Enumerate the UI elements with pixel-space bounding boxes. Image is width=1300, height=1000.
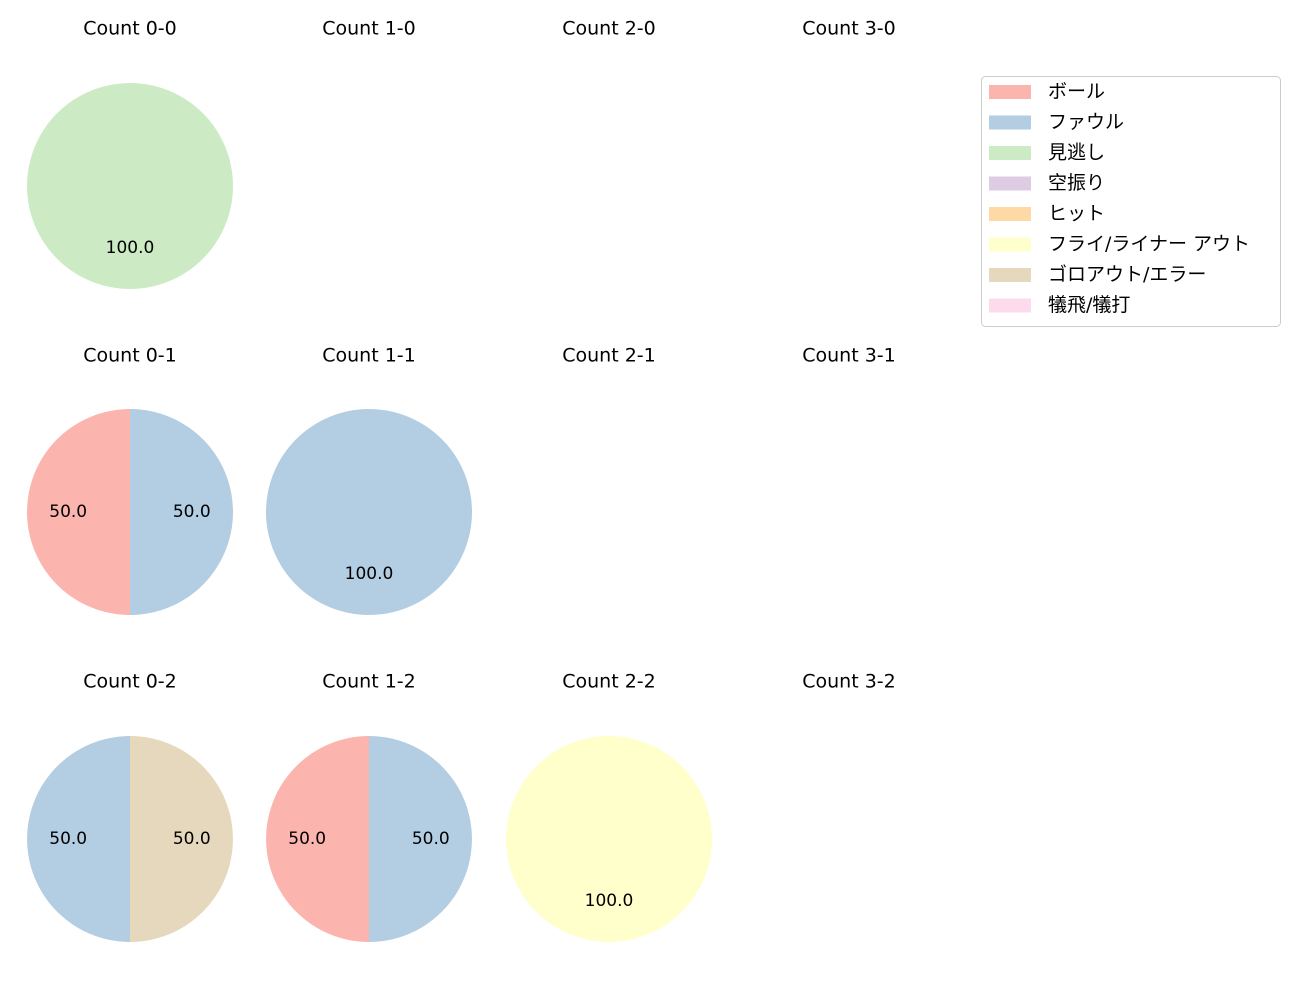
slice-label: 100.0 (345, 564, 394, 584)
legend-swatch (989, 298, 1031, 313)
pie-slice (130, 736, 233, 942)
legend-label: 空振り (1048, 172, 1105, 194)
pie-panel: Count 2-2 100.0 (506, 671, 712, 942)
legend-swatch (989, 176, 1031, 191)
legend-label: 犠飛/犠打 (1048, 294, 1130, 316)
panel-title: Count 3-2 (802, 671, 896, 693)
pie-slice (266, 736, 369, 942)
pie-panel: Count 0-1 50.0 50.0 (27, 345, 233, 615)
slice-label: 50.0 (412, 829, 450, 849)
legend-label: フライ/ライナー アウト (1048, 233, 1250, 255)
panel-title: Count 0-2 (83, 671, 177, 693)
legend-swatch (989, 85, 1031, 99)
legend-swatch (989, 115, 1031, 130)
pie-panel: Count 0-0 100.0 (27, 18, 233, 289)
slice-label: 50.0 (288, 829, 326, 849)
slice-label: 50.0 (49, 502, 87, 522)
pie-slice (506, 736, 712, 942)
panel-title: Count 1-0 (322, 18, 416, 40)
pie-panel: Count 1-0 (322, 18, 416, 40)
pie-panel: Count 3-2 (802, 671, 896, 693)
legend-swatch (989, 146, 1031, 160)
legend-swatch (989, 237, 1031, 252)
legend-swatch (989, 268, 1031, 282)
legend-frame (981, 76, 1281, 327)
legend-swatch (989, 207, 1031, 221)
slice-label: 50.0 (49, 829, 87, 849)
pie-panel: Count 0-2 50.0 50.0 (27, 671, 233, 942)
panel-title: Count 3-1 (802, 345, 896, 367)
slice-label: 50.0 (173, 502, 211, 522)
panel-title: Count 0-0 (83, 18, 177, 40)
pie-panel: Count 2-1 (562, 345, 656, 367)
slice-label: 50.0 (173, 829, 211, 849)
legend-label: ヒット (1048, 203, 1105, 225)
panel-title: Count 2-2 (562, 671, 656, 693)
legend-label: ゴロアウト/エラー (1048, 264, 1206, 286)
pie-slice (369, 736, 472, 942)
pie-slice (130, 409, 233, 615)
panel-title: Count 2-0 (562, 18, 656, 40)
legend-label: ボール (1048, 81, 1105, 103)
pie-panel: Count 3-1 (802, 345, 896, 367)
panel-title: Count 3-0 (802, 18, 896, 40)
panel-title: Count 1-1 (322, 345, 416, 367)
panel-title: Count 2-1 (562, 345, 656, 367)
pie-panel: Count 2-0 (562, 18, 656, 40)
panel-title: Count 0-1 (83, 345, 177, 367)
legend-label: 見逃し (1048, 142, 1105, 164)
legend-label: ファウル (1048, 111, 1124, 133)
pie-panel: Count 1-1 100.0 (266, 345, 472, 615)
pie-slice (27, 736, 130, 942)
pie-panel: Count 1-2 50.0 50.0 (266, 671, 472, 942)
pie-slice (27, 83, 233, 289)
pie-slice (27, 409, 130, 615)
slice-label: 100.0 (585, 891, 634, 911)
panel-title: Count 1-2 (322, 671, 416, 693)
pie-panel: Count 3-0 (802, 18, 896, 40)
slice-label: 100.0 (106, 238, 155, 258)
pie-slice (266, 409, 472, 615)
